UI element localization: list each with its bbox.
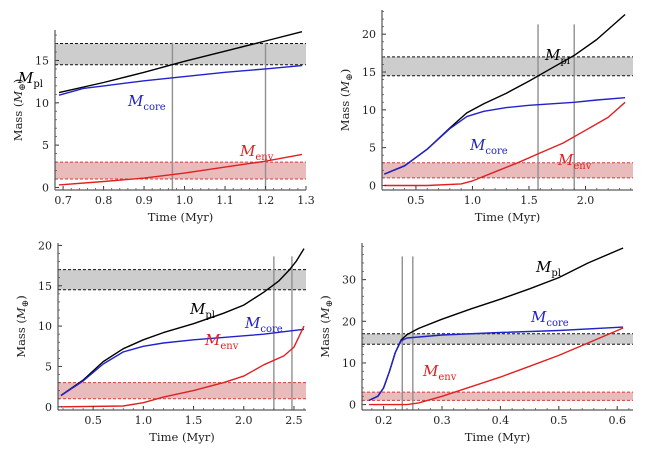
y-tick-label: 5 [369, 142, 376, 155]
x-tick-label: 2.0 [577, 194, 595, 207]
y-tick-label: 20 [38, 239, 52, 252]
x-axis-label: Time (Myr) [149, 430, 214, 444]
y-tick-label: 20 [362, 28, 376, 41]
y-tick-label: 10 [38, 320, 52, 333]
series-line-pl [58, 31, 303, 94]
y-tick-label: 0 [349, 399, 356, 412]
y-tick-label: 10 [362, 104, 376, 117]
x-tick-label: 0.5 [550, 414, 568, 427]
series-line-env [58, 153, 303, 186]
x-tick-label: 0.4 [492, 414, 510, 427]
series-line-env [384, 101, 626, 187]
envelope-mass-band [58, 382, 306, 399]
x-tick-label: 1.0 [135, 414, 153, 427]
series-label-env: Menv [557, 151, 592, 172]
planet-mass-band [55, 43, 306, 65]
x-tick-label: 0.6 [608, 414, 626, 427]
x-tick-label: 1.5 [520, 194, 538, 207]
chart-panel-2: 0.5 1.0 1.5 2.0 0 5 10 15 20 Time (Myr) Mass (M⊕) M… [338, 10, 633, 224]
y-tick-label: 15 [362, 66, 376, 79]
series-label-pl: Mpl [544, 46, 570, 67]
y-tick-label: 0 [45, 401, 52, 414]
series-line-env [369, 327, 624, 406]
x-tick-label: 0.8 [95, 194, 113, 207]
series-label-core: Mcore [469, 136, 508, 157]
envelope-mass-band [362, 392, 633, 401]
y-tick-label: 10 [35, 97, 49, 110]
series-label-core: Mcore [127, 92, 166, 113]
x-tick-label: 1.2 [257, 194, 275, 207]
chart-panel-1: 0.7 0.8 0.9 1.0 1.1 1.2 1.3 0 5 10 15 Time (Myr) Mas… [11, 30, 315, 224]
series-label-env: Menv [204, 331, 239, 352]
y-tick-label: 15 [38, 280, 52, 293]
planet-mass-band [382, 56, 633, 76]
x-tick-label: 0.7 [54, 194, 72, 207]
x-tick-label: 1.0 [176, 194, 194, 207]
x-axis-label: Time (Myr) [475, 210, 540, 224]
y-tick-label: 10 [342, 357, 356, 370]
x-tick-label: 1.3 [297, 194, 315, 207]
series-label-pl: Mpl [189, 300, 215, 321]
y-tick-label: 20 [342, 315, 356, 328]
x-tick-label: 0.5 [407, 194, 425, 207]
y-axis-label: Mass (M⊕) [318, 295, 335, 357]
x-axis-label: Time (Myr) [465, 430, 530, 444]
x-axis-label: Time (Myr) [148, 210, 213, 224]
series-label-core: Mcore [530, 308, 569, 329]
y-axis-label: Mass (M⊕) [338, 69, 355, 131]
chart-panel-4: 0.2 0.3 0.4 0.5 0.6 0 10 20 30 Time (Myr) Mass (M⊕… [318, 243, 633, 444]
series-label-core: Mcore [244, 314, 283, 335]
x-tick-label: 1.5 [185, 414, 203, 427]
x-tick-label: 0.9 [135, 194, 153, 207]
series-line-core [368, 326, 624, 402]
x-tick-label: 1.1 [216, 194, 234, 207]
series-label-pl: Mpl [17, 69, 43, 90]
series-line-core [58, 64, 303, 96]
planet-mass-band [58, 269, 306, 290]
series-line-core [384, 97, 626, 175]
x-tick-label: 1.0 [464, 194, 482, 207]
y-tick-label: 30 [342, 274, 356, 287]
chart-panel-3: 0.5 1.0 1.5 2.0 2.5 0 5 10 15 20 Time (Myr) Mass (M… [14, 239, 306, 444]
y-tick-label: 5 [45, 360, 52, 373]
y-tick-label: 5 [42, 139, 49, 152]
x-tick-label: 0.2 [375, 414, 393, 427]
x-tick-label: 0.3 [433, 414, 451, 427]
series-line-pl [368, 247, 624, 402]
y-axis-label: Mass (M⊕) [11, 79, 28, 141]
series-line-env [60, 325, 305, 408]
series-label-pl: Mpl [535, 258, 561, 279]
y-tick-label: 15 [35, 54, 49, 67]
series-line-core [60, 328, 305, 397]
envelope-mass-band [382, 162, 633, 178]
series-label-env: Menv [239, 142, 274, 163]
x-tick-label: 2.0 [235, 414, 253, 427]
y-tick-label: 0 [42, 181, 49, 194]
x-tick-label: 2.5 [285, 414, 303, 427]
y-axis-label: Mass (M⊕) [14, 295, 31, 357]
y-tick-label: 0 [369, 179, 376, 192]
series-label-env: Menv [422, 362, 457, 383]
planet-mass-band [362, 333, 633, 345]
x-tick-label: 0.5 [84, 414, 102, 427]
series-line-pl [60, 248, 305, 397]
envelope-mass-band [55, 162, 306, 179]
